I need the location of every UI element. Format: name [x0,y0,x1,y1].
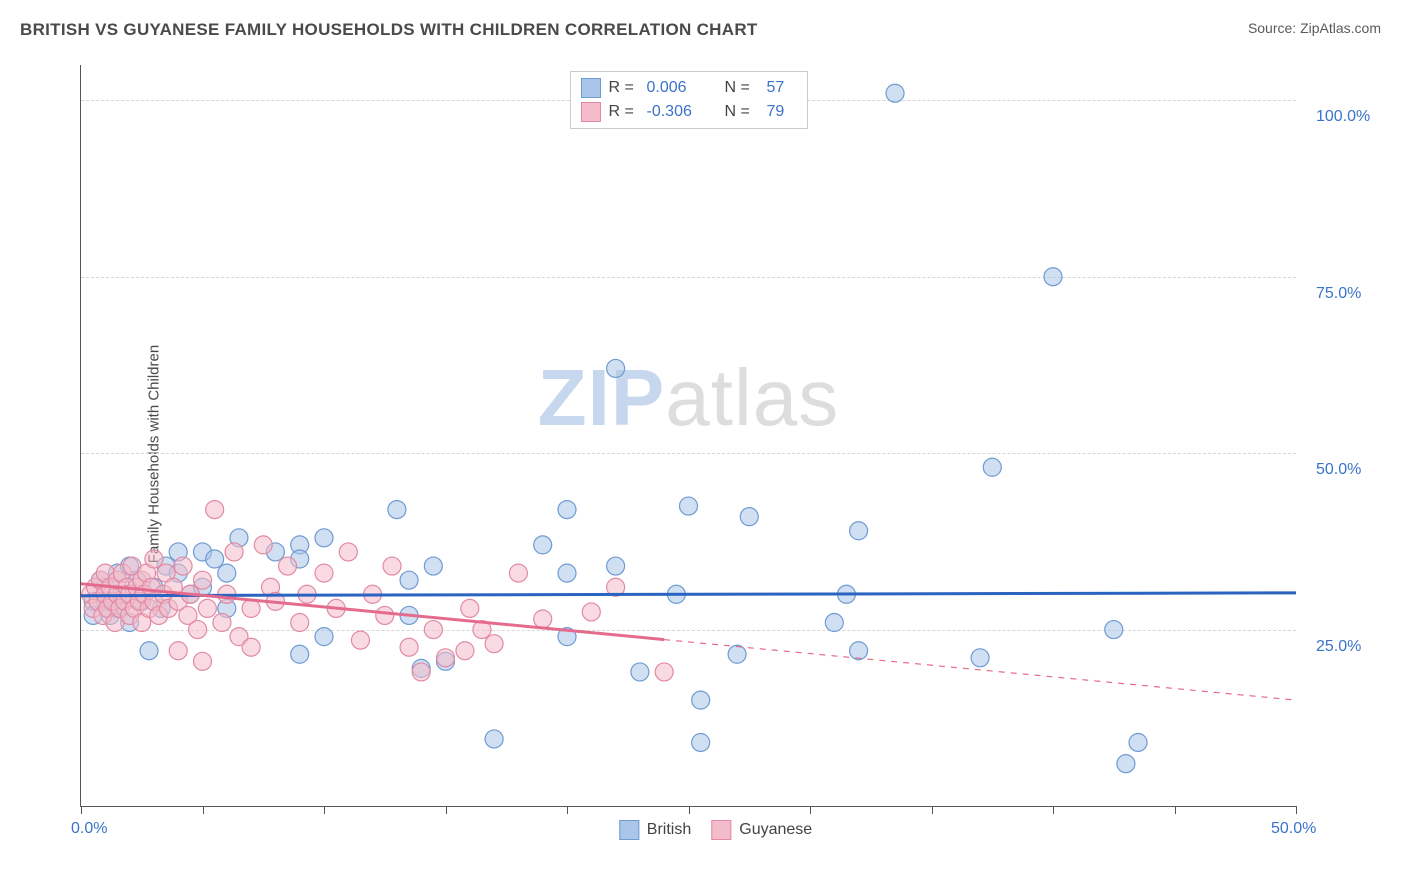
scatter-point [189,621,207,639]
r-value-british: 0.006 [647,76,717,100]
scatter-point [692,733,710,751]
scatter-point [607,359,625,377]
scatter-point [206,501,224,519]
scatter-point [631,663,649,681]
scatter-point [194,571,212,589]
scatter-point [607,557,625,575]
scatter-point [424,621,442,639]
scatter-point [254,536,272,554]
legend-row-guyanese: R = -0.306 N = 79 [581,100,797,124]
series-legend: British Guyanese [619,820,812,840]
legend-label-british: British [647,821,691,839]
scatter-point [437,649,455,667]
scatter-plot [81,65,1296,806]
scatter-point [291,614,309,632]
scatter-point [1044,268,1062,286]
source-attribution: Source: ZipAtlas.com [1248,20,1381,36]
scatter-point [424,557,442,575]
legend-item-british: British [619,820,691,840]
r-label: R = [609,100,639,124]
n-label: N = [725,100,759,124]
correlation-legend: R = 0.006 N = 57 R = -0.306 N = 79 [570,71,808,129]
scatter-point [242,638,260,656]
guyanese-swatch-icon [581,102,601,122]
n-value-british: 57 [767,76,797,100]
scatter-point [400,571,418,589]
scatter-point [680,497,698,515]
scatter-point [383,557,401,575]
scatter-point [461,599,479,617]
scatter-point [582,603,600,621]
scatter-point [174,557,192,575]
scatter-point [825,614,843,632]
chart-container: Family Households with Children ZIPatlas… [45,55,1386,852]
scatter-point [983,458,1001,476]
scatter-point [850,522,868,540]
scatter-point [339,543,357,561]
scatter-point [213,614,231,632]
scatter-point [850,642,868,660]
scatter-point [169,642,187,660]
plot-area: ZIPatlas R = 0.006 N = 57 R = -0.306 N =… [80,65,1296,807]
n-value-guyanese: 79 [767,100,797,124]
y-tick-label: 50.0% [1316,461,1361,479]
guyanese-swatch-icon [711,820,731,840]
scatter-point [534,536,552,554]
scatter-point [315,564,333,582]
scatter-point [206,550,224,568]
scatter-point [558,564,576,582]
scatter-point [194,652,212,670]
scatter-point [279,557,297,575]
scatter-point [886,84,904,102]
legend-label-guyanese: Guyanese [739,821,812,839]
scatter-point [388,501,406,519]
legend-item-guyanese: Guyanese [711,820,812,840]
scatter-point [485,730,503,748]
scatter-point [145,550,163,568]
scatter-point [728,645,746,663]
british-swatch-icon [619,820,639,840]
scatter-point [315,628,333,646]
scatter-point [351,631,369,649]
scatter-point [558,501,576,519]
scatter-point [692,691,710,709]
r-label: R = [609,76,639,100]
scatter-point [485,635,503,653]
y-tick-label: 75.0% [1316,285,1361,303]
scatter-point [1105,621,1123,639]
scatter-point [456,642,474,660]
legend-row-british: R = 0.006 N = 57 [581,76,797,100]
scatter-point [1129,733,1147,751]
scatter-point [1117,755,1135,773]
scatter-point [225,543,243,561]
y-tick-label: 25.0% [1316,638,1361,656]
scatter-point [315,529,333,547]
scatter-point [412,663,430,681]
scatter-point [218,564,236,582]
scatter-point [400,638,418,656]
british-swatch-icon [581,78,601,98]
chart-title: BRITISH VS GUYANESE FAMILY HOUSEHOLDS WI… [20,20,758,40]
scatter-point [140,642,158,660]
r-value-guyanese: -0.306 [647,100,717,124]
x-tick-label: 0.0% [71,820,107,838]
scatter-point [740,508,758,526]
n-label: N = [725,76,759,100]
scatter-point [534,610,552,628]
scatter-point [376,606,394,624]
y-tick-label: 100.0% [1316,108,1370,126]
scatter-point [655,663,673,681]
scatter-point [971,649,989,667]
scatter-point [291,645,309,663]
scatter-point [198,599,216,617]
x-tick-label: 50.0% [1271,820,1316,838]
scatter-point [509,564,527,582]
